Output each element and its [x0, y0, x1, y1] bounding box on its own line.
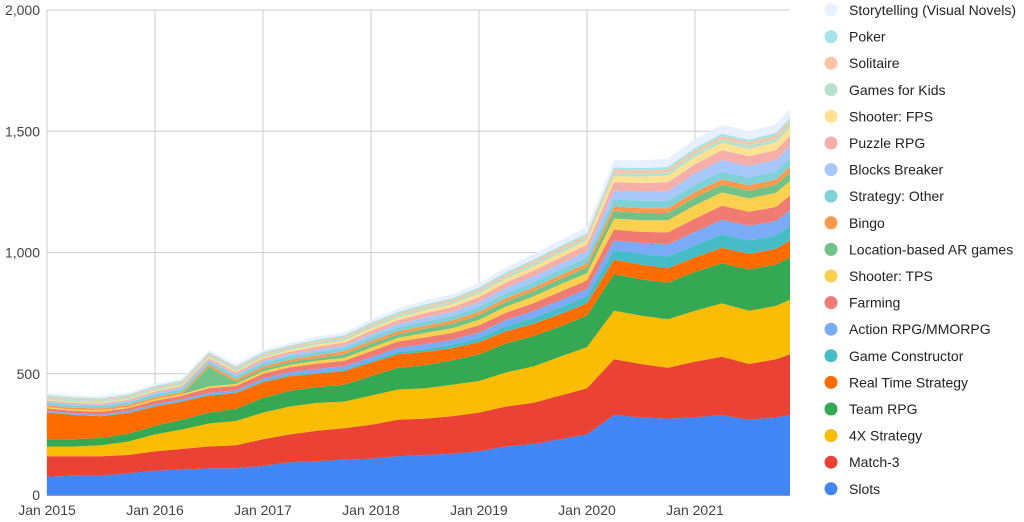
legend-item-games-for-kids[interactable]: Games for Kids	[824, 82, 946, 98]
legend-item-poker[interactable]: Poker	[824, 29, 886, 45]
legend-item-real-time-strategy[interactable]: Real Time Strategy	[824, 374, 969, 390]
legend-item-action-rpg-mmorpg[interactable]: Action RPG/MMORPG	[824, 321, 991, 337]
legend-swatch	[824, 375, 838, 389]
y-tick-label: 1,500	[5, 123, 40, 139]
legend-swatch	[824, 349, 838, 363]
legend-item-farming[interactable]: Farming	[824, 295, 901, 311]
legend-swatch	[824, 296, 838, 310]
legend-item-shooter-fps[interactable]: Shooter: FPS	[824, 108, 934, 124]
series-area-blocks-breaker	[47, 146, 790, 406]
x-tick-label: Jan 2016	[126, 502, 184, 518]
chart-series-areas	[47, 108, 790, 495]
legend-item-team-rpg[interactable]: Team RPG	[824, 401, 918, 417]
y-axis: 0 500 1,000 1,500 2,000	[5, 2, 40, 503]
legend-swatch	[824, 189, 838, 203]
legend-swatch	[824, 109, 838, 123]
legend-item-strategy-other[interactable]: Strategy: Other	[824, 188, 945, 204]
x-tick-label: Jan 2017	[234, 502, 292, 518]
series-area-bingo	[47, 166, 790, 411]
series-area-farming	[47, 195, 790, 415]
series-area-real-time-strategy	[47, 240, 790, 440]
chart-legend: Storytelling (Visual Novels) Poker Solitai…	[824, 2, 1017, 497]
series-area-action-rpg-mmorpg	[47, 210, 790, 416]
legend-swatch	[824, 83, 838, 97]
legend-swatch	[824, 402, 838, 416]
legend-label: Shooter: TPS	[849, 268, 933, 284]
legend-label: Action RPG/MMORPG	[849, 321, 991, 337]
series-area-location-based-ar-games	[47, 172, 790, 411]
legend-item-match-3[interactable]: Match-3	[824, 454, 900, 470]
legend-item-puzzle-rpg[interactable]: Puzzle RPG	[824, 135, 926, 151]
legend-label: Puzzle RPG	[849, 135, 925, 151]
legend-swatch	[824, 136, 838, 150]
legend-swatch	[824, 56, 838, 70]
legend-swatch	[824, 30, 838, 44]
series-area-match-3	[47, 354, 790, 477]
series-area-shooter-tps	[47, 181, 790, 412]
legend-swatch	[824, 455, 838, 469]
x-tick-label: Jan 2018	[342, 502, 400, 518]
x-tick-label: Jan 2015	[18, 502, 76, 518]
series-area-game-constructor	[47, 225, 790, 417]
legend-label: Team RPG	[849, 401, 917, 417]
legend-swatch	[824, 163, 838, 177]
legend-item-game-constructor[interactable]: Game Constructor	[824, 348, 964, 364]
legend-swatch	[824, 3, 838, 17]
series-area-slots	[47, 415, 790, 495]
series-area-team-rpg	[47, 257, 790, 447]
legend-label: Bingo	[849, 215, 885, 231]
legend-swatch	[824, 216, 838, 230]
series-area-4x-strategy	[47, 299, 790, 457]
legend-label: Game Constructor	[849, 348, 964, 364]
legend-label: 4X Strategy	[849, 428, 922, 444]
x-tick-label: Jan 2019	[450, 502, 508, 518]
legend-item-location-based-ar-games[interactable]: Location-based AR games	[824, 241, 1014, 257]
series-area-strategy-other	[47, 158, 790, 409]
legend-swatch	[824, 322, 838, 336]
y-tick-label: 500	[17, 366, 41, 382]
legend-item-bingo[interactable]: Bingo	[824, 215, 886, 231]
y-tick-label: 0	[32, 487, 40, 503]
legend-label: Poker	[849, 29, 886, 45]
legend-item-slots[interactable]: Slots	[824, 481, 881, 497]
legend-label: Real Time Strategy	[849, 374, 968, 390]
legend-label: Shooter: FPS	[849, 108, 933, 124]
x-tick-label: Jan 2021	[666, 502, 724, 518]
legend-item-solitaire[interactable]: Solitaire	[824, 55, 900, 71]
y-tick-label: 1,000	[5, 245, 40, 261]
legend-label: Farming	[849, 295, 900, 311]
y-tick-label: 2,000	[5, 2, 40, 18]
series-area-puzzle-rpg	[47, 135, 790, 405]
legend-label: Location-based AR games	[849, 241, 1013, 257]
x-tick-label: Jan 2020	[558, 502, 616, 518]
x-axis: Jan 2015 Jan 2016 Jan 2017 Jan 2018 Jan 2019…	[18, 502, 724, 518]
legend-item-blocks-breaker[interactable]: Blocks Breaker	[824, 162, 944, 178]
legend-item-storytelling-visual-novels[interactable]: Storytelling (Visual Novels)	[824, 2, 1017, 18]
legend-swatch	[824, 269, 838, 283]
legend-label: Strategy: Other	[849, 188, 944, 204]
legend-label: Blocks Breaker	[849, 162, 943, 178]
legend-swatch	[824, 482, 838, 496]
legend-label: Match-3	[849, 454, 900, 470]
legend-item-4x-strategy[interactable]: 4X Strategy	[824, 428, 923, 444]
legend-label: Games for Kids	[849, 82, 945, 98]
legend-label: Storytelling (Visual Novels)	[849, 2, 1016, 18]
legend-label: Slots	[849, 481, 880, 497]
legend-item-shooter-tps[interactable]: Shooter: TPS	[824, 268, 933, 284]
legend-swatch	[824, 429, 838, 443]
legend-swatch	[824, 242, 838, 256]
legend-label: Solitaire	[849, 55, 900, 71]
